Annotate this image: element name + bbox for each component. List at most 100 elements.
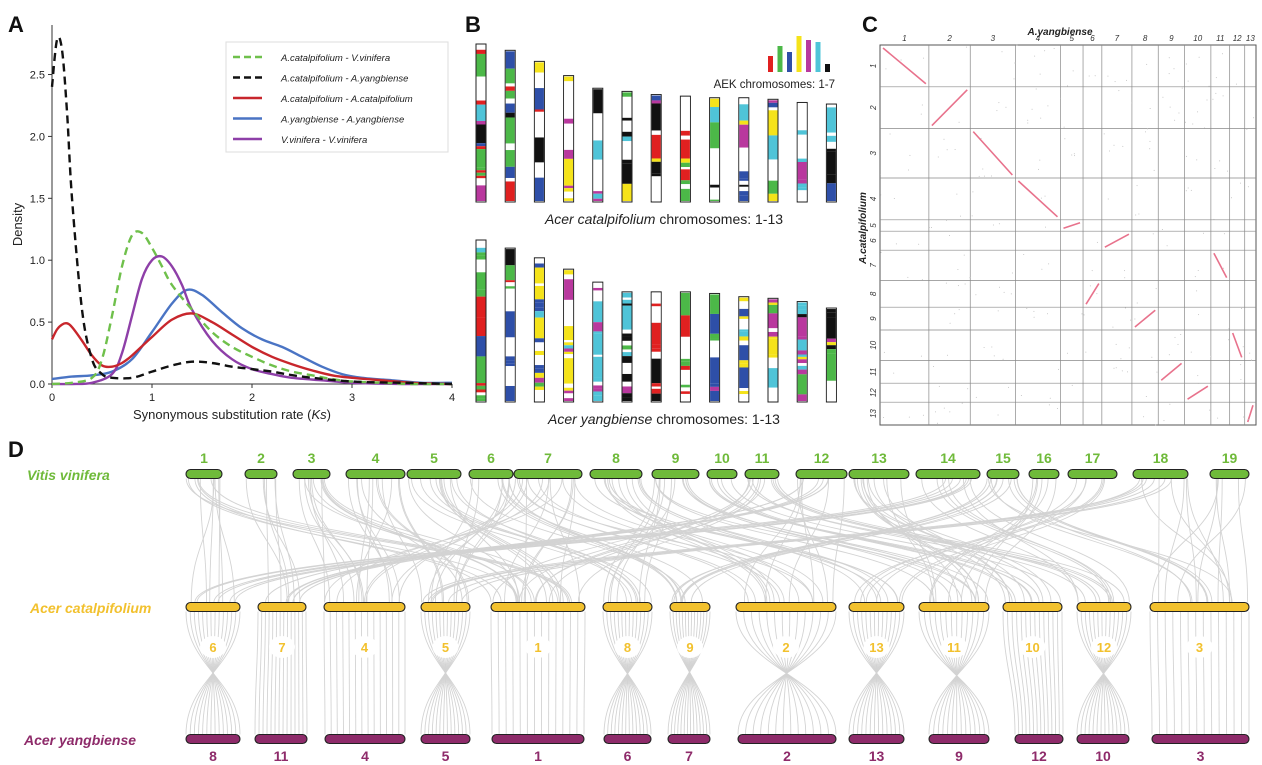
chromosome-band xyxy=(768,304,778,314)
chromosome-band xyxy=(622,297,632,300)
vitis-chromosome-bar xyxy=(513,468,583,480)
catalpifolium-chromosome-bar xyxy=(323,601,406,613)
synteny-link xyxy=(263,478,290,603)
background-dot xyxy=(1223,267,1225,269)
chromosome-band xyxy=(797,187,807,191)
synteny-link xyxy=(709,478,1032,603)
chromosome-band xyxy=(826,135,836,138)
vitis-chromosome-label: 7 xyxy=(544,450,552,466)
synteny-link xyxy=(194,478,492,603)
background-dot xyxy=(975,294,977,296)
chromosome-band xyxy=(505,112,515,118)
background-dot xyxy=(943,138,945,140)
chromosome-band xyxy=(826,146,836,149)
chromosome-band xyxy=(593,162,603,165)
background-dot xyxy=(1031,108,1033,110)
background-dot xyxy=(1147,128,1149,130)
chromosome-band xyxy=(534,137,544,163)
chromosome-band xyxy=(476,392,486,396)
synteny-diagonal xyxy=(1213,252,1228,278)
chromosome-band xyxy=(534,72,544,85)
synteny-link xyxy=(737,611,837,735)
chromosome-band xyxy=(651,200,661,201)
chromosome-band xyxy=(768,180,778,194)
chromosome-band xyxy=(680,336,690,359)
synteny-link xyxy=(391,478,528,603)
synteny-link xyxy=(309,478,345,603)
chromosome-band xyxy=(564,279,574,300)
chromosome-band xyxy=(622,345,632,350)
chromosome-band xyxy=(593,354,603,357)
chromosome-band xyxy=(505,51,515,69)
chromosome-band xyxy=(505,288,515,312)
synteny-diagonal xyxy=(931,89,968,127)
chromosome-band xyxy=(564,103,574,119)
chromosome-band xyxy=(593,198,603,201)
synteny-link xyxy=(1016,478,1209,603)
chromosome-band xyxy=(651,100,661,104)
chromosome-band xyxy=(797,305,807,310)
background-dot xyxy=(1168,73,1170,75)
background-dot xyxy=(1033,316,1035,318)
chromosome-bottom-10 xyxy=(738,296,750,403)
background-dot xyxy=(946,219,948,221)
dotplot-x-tick: 1 xyxy=(902,34,906,43)
background-dot xyxy=(1040,117,1042,119)
background-dot xyxy=(1131,102,1133,104)
chromosome-band xyxy=(534,267,544,284)
vitis-chromosome-bar xyxy=(468,468,514,480)
chromosome-band xyxy=(564,270,574,275)
synteny-link xyxy=(218,478,221,603)
synteny-link xyxy=(197,478,570,603)
chromosome-band xyxy=(680,105,690,131)
catalpifolium-label-oval xyxy=(614,636,641,658)
synteny-link xyxy=(429,478,639,603)
synteny-link xyxy=(266,478,269,603)
synteny-link xyxy=(576,611,579,735)
chromosome-band xyxy=(739,120,749,125)
background-dot xyxy=(958,121,960,123)
chromosome-band xyxy=(680,167,690,170)
chromosome-band xyxy=(534,111,544,138)
legend-label: A.yangbiense - A.yangbiense xyxy=(280,115,404,126)
synteny-link xyxy=(680,478,988,603)
chromosome-band xyxy=(593,322,603,332)
synteny-link xyxy=(1158,478,1160,603)
synteny-link xyxy=(535,478,750,603)
chromosome-band xyxy=(564,76,574,82)
chromosome-band xyxy=(476,49,486,54)
background-dot xyxy=(1144,131,1146,133)
synteny-link xyxy=(262,478,301,603)
synteny-link xyxy=(631,478,775,603)
background-dot xyxy=(1113,367,1115,369)
synteny-link xyxy=(190,478,215,603)
dotplot-frame xyxy=(879,44,1257,426)
chromosome-band xyxy=(680,358,690,362)
chromosome-band xyxy=(593,391,603,396)
background-dot xyxy=(1081,313,1083,315)
aek-legend-bar xyxy=(768,56,773,72)
chromosome-band xyxy=(564,390,574,394)
chromosome-band xyxy=(564,123,574,150)
background-dot xyxy=(1174,336,1176,338)
background-dot xyxy=(1125,79,1127,81)
aek-legend-bar xyxy=(815,42,821,72)
chromosome-bottom-2 xyxy=(504,247,516,403)
synteny-link xyxy=(367,611,369,735)
background-dot xyxy=(1027,119,1029,121)
chromosome-band xyxy=(826,151,836,175)
chromosome-band xyxy=(593,159,603,163)
chromosome-band xyxy=(593,113,603,141)
background-dot xyxy=(1003,291,1005,293)
synteny-link xyxy=(1076,611,1132,735)
background-dot xyxy=(1023,254,1025,256)
synteny-link xyxy=(342,611,344,735)
chromosome-band xyxy=(826,312,836,318)
synteny-link xyxy=(1210,611,1213,735)
yangbiense-chromosome-label: 9 xyxy=(955,748,963,764)
synteny-link xyxy=(928,478,1038,603)
background-dot xyxy=(908,169,910,171)
y-tick-label: 2.0 xyxy=(30,131,45,143)
background-dot xyxy=(1134,318,1136,320)
chromosome-band xyxy=(651,388,661,394)
